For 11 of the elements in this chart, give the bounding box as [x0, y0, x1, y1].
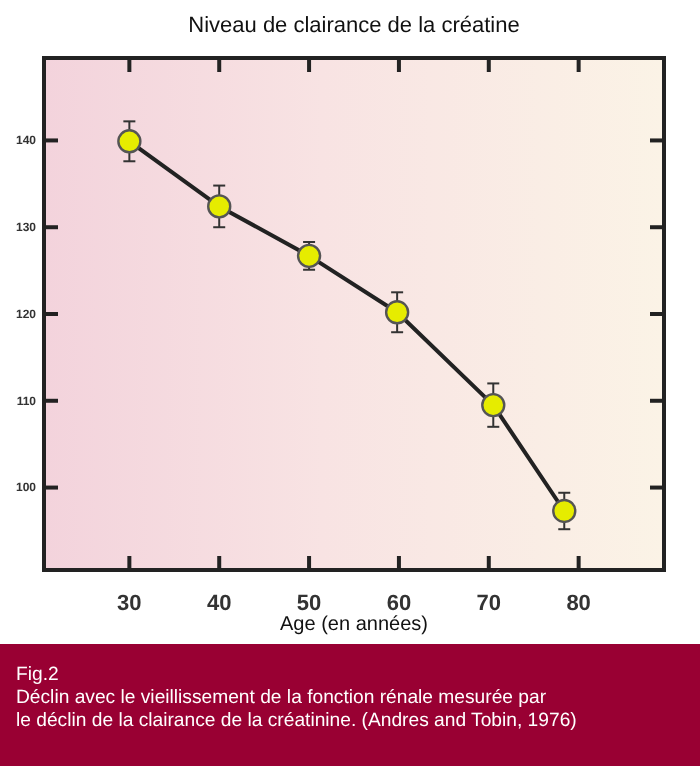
- text: Déclin avec le vieillissement de la fonction rénale mesurée par: [16, 687, 548, 709]
- x-tick-label: 70: [476, 591, 502, 616]
- x-tick-label: 80: [566, 591, 591, 616]
- chart-title: Niveau de clairance de la créatine: [188, 14, 520, 38]
- x-tick-label: 30: [117, 591, 142, 616]
- text: le déclin de la clairance de la créatinine. (Andres and Tobin, 1976): [16, 710, 577, 732]
- caption: Fig.2: [16, 664, 59, 686]
- x-tick-label: 40: [206, 591, 232, 616]
- x-axis-title: Age (en années): [280, 614, 428, 636]
- x-tick-label: 50: [296, 591, 322, 616]
- x-tick-label: 60: [386, 591, 412, 616]
